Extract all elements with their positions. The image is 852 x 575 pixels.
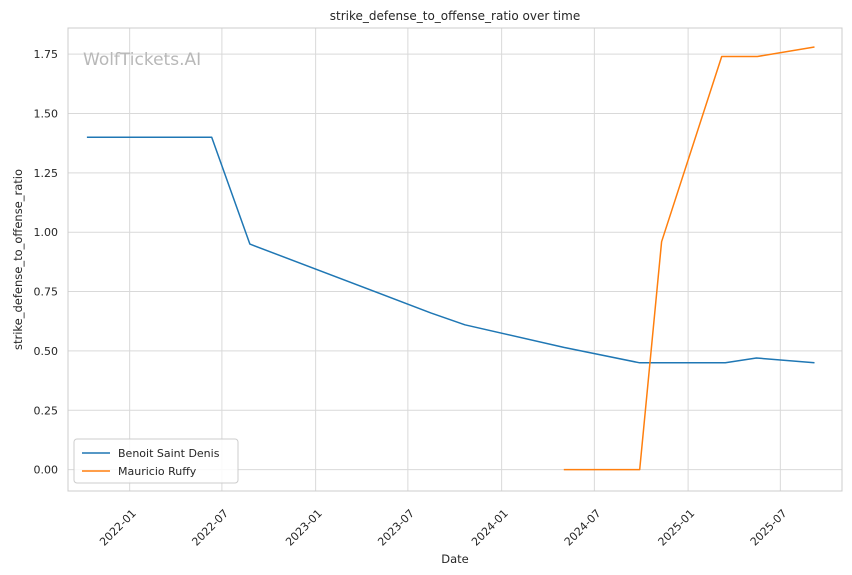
x-tick-label: 2023-07 bbox=[375, 507, 417, 549]
x-tick-label: 2022-07 bbox=[189, 507, 231, 549]
plot-area bbox=[67, 27, 843, 492]
series-lines bbox=[86, 46, 815, 471]
x-tick-label: 2024-01 bbox=[469, 507, 511, 549]
series-line-0 bbox=[86, 136, 815, 364]
y-tick-label: 0.00 bbox=[34, 464, 59, 477]
chart-title: strike_defense_to_offense_ratio over tim… bbox=[330, 9, 580, 23]
x-tick-label: 2025-01 bbox=[656, 507, 698, 549]
x-tick-label: 2023-01 bbox=[283, 507, 325, 549]
y-axis-ticks: 0.00 0.25 0.50 0.75 1.00 1.25 1.50 1.75 bbox=[34, 48, 59, 477]
series-line-1 bbox=[563, 46, 815, 471]
watermark-text: WolfTickets.AI bbox=[83, 50, 201, 70]
y-tick-label: 1.25 bbox=[34, 167, 59, 180]
legend-label: Benoit Saint Denis bbox=[118, 447, 220, 460]
y-tick-label: 0.75 bbox=[34, 286, 59, 299]
y-tick-label: 0.50 bbox=[34, 345, 59, 358]
y-tick-label: 1.50 bbox=[34, 107, 59, 120]
legend: Benoit Saint Denis Mauricio Ruffy bbox=[73, 438, 239, 484]
x-tick-label: 2025-07 bbox=[748, 507, 790, 549]
y-axis-title: strike_defense_to_offense_ratio bbox=[11, 169, 25, 350]
x-axis-title: Date bbox=[441, 552, 469, 566]
x-tick-label: 2022-01 bbox=[97, 507, 139, 549]
y-tick-label: 1.75 bbox=[34, 48, 59, 61]
grid-lines bbox=[68, 28, 842, 491]
y-tick-label: 0.25 bbox=[34, 404, 59, 417]
x-tick-label: 2024-07 bbox=[562, 507, 604, 549]
x-axis-ticks: 2022-01 2022-07 2023-01 2023-07 2024-01 2024-… bbox=[97, 507, 789, 549]
y-tick-label: 1.00 bbox=[34, 226, 59, 239]
legend-box bbox=[73, 438, 239, 484]
legend-label: Mauricio Ruffy bbox=[118, 465, 197, 478]
